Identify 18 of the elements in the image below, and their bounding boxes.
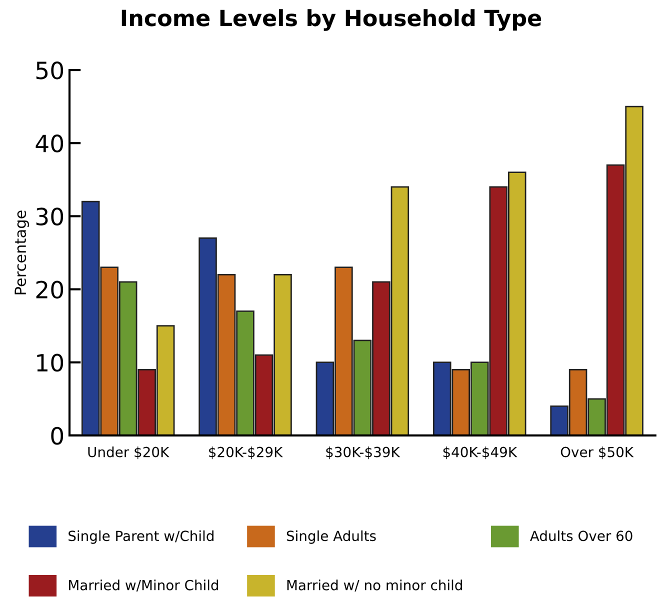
y-tick-label: 40 bbox=[36, 134, 64, 152]
legend-label: Adults Over 60 bbox=[530, 530, 632, 542]
y-tick-label: 10 bbox=[37, 354, 64, 372]
y-tick-label: 0 bbox=[51, 426, 64, 445]
y-tick-label: 20 bbox=[36, 280, 64, 299]
legend-label: Single Adults bbox=[286, 530, 376, 544]
y-axis-title: Percentage bbox=[14, 210, 30, 294]
legend-label: Single Parent w/Child bbox=[68, 530, 214, 544]
x-tick-label: $20K-$29K bbox=[209, 446, 283, 460]
legend-label: Married w/ no minor child bbox=[287, 580, 462, 592]
x-tick-label: Over $50K bbox=[560, 446, 634, 460]
y-tick-label: 30 bbox=[36, 208, 64, 226]
x-tick-label: $30K-$39K bbox=[326, 446, 400, 460]
legend-label: Married w/Minor Child bbox=[69, 580, 218, 592]
y-tick-label: 50 bbox=[36, 61, 64, 80]
x-tick-label: Under $20K bbox=[88, 446, 170, 460]
chart-title: Income Levels by Household Type bbox=[122, 9, 542, 31]
x-tick-label: $40K-$49K bbox=[443, 446, 518, 460]
